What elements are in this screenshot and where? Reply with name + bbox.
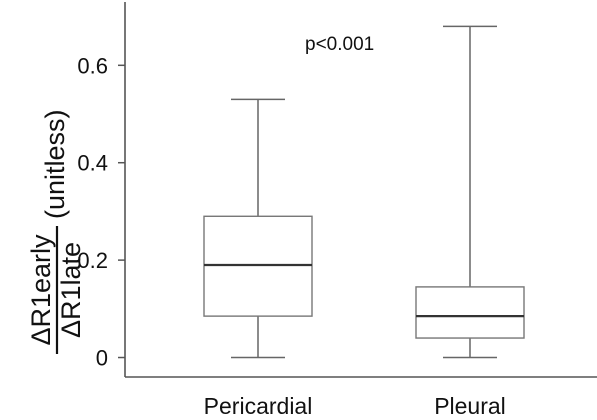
boxes <box>203 25 525 359</box>
y-tick-label: 0.4 <box>77 151 108 176</box>
y-tick-label: 0.2 <box>77 248 108 273</box>
p-value-annotation: p<0.001 <box>305 34 374 55</box>
y-axis-label: ΔR1early ΔR1late (unitless) <box>26 109 86 354</box>
iqr-box <box>415 286 525 339</box>
y-axis-label-unit: (unitless) <box>40 109 70 219</box>
y-tick-label: 0.6 <box>77 53 108 78</box>
y-axis-label-denominator: ΔR1late <box>56 242 86 338</box>
x-tick-label: Pleural <box>434 393 506 419</box>
x-tick-label: Pericardial <box>204 393 313 419</box>
x-tick-labels: Pericardial Pleural <box>204 393 506 419</box>
iqr-box <box>203 215 313 317</box>
y-tick-label: 0 <box>96 346 108 371</box>
box-pleural <box>415 25 525 359</box>
y-ticks: 0 0.2 0.4 0.6 <box>77 53 125 371</box>
box-pericardial <box>203 98 313 359</box>
y-axis-label-numerator: ΔR1early <box>26 234 56 346</box>
